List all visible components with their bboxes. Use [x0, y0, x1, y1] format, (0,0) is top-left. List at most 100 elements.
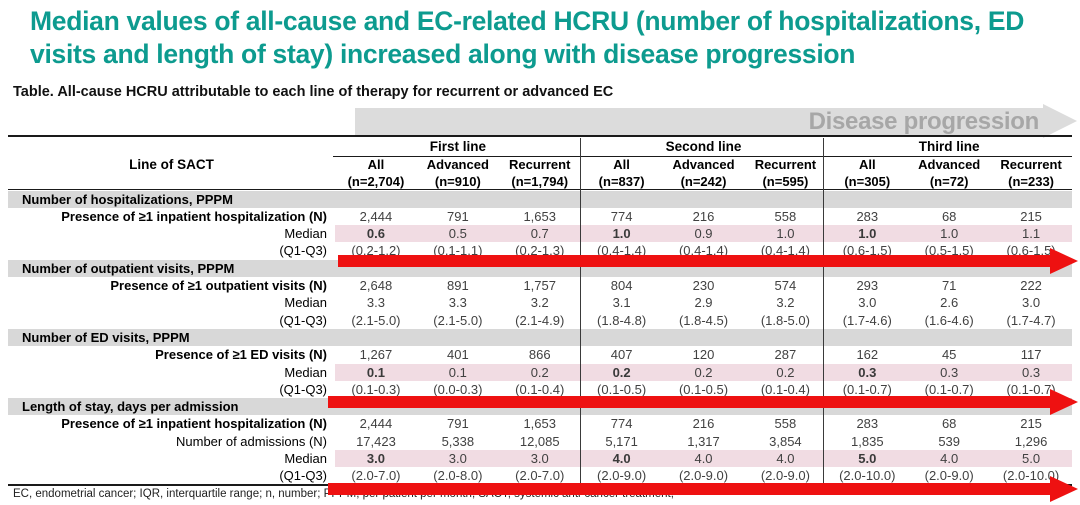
cell-value: 3.2 [530, 295, 549, 311]
cell-value: 0.3 [826, 363, 909, 381]
disease-progression-label: Disease progression [808, 108, 1040, 135]
cell-value: 2,444 [359, 416, 393, 432]
cell-value: 0.1 [416, 363, 499, 381]
cell-value: (0.5-1.5) [924, 243, 974, 259]
cell-value: 215 [1020, 208, 1042, 224]
label-spacer [8, 156, 335, 173]
cell-value: 3.0 [1022, 295, 1041, 311]
cell-value: 5,338 [441, 433, 475, 449]
column-n-label: (n=910) [434, 174, 481, 190]
cell-value: (0.1-0.5) [597, 381, 647, 397]
cell-value: (0.4-1.4) [597, 243, 647, 259]
trend-arrow-hospitalizations [338, 255, 1052, 267]
hcru-table: First line Second line Third line All Advanc… [8, 137, 1073, 485]
cell-value: 0.2 [744, 363, 827, 381]
cell-value: 45 [941, 347, 957, 363]
trend-arrow-hospitalizations-head-icon [1050, 248, 1078, 274]
cell-value: 5,171 [605, 433, 638, 449]
cell-value: 4.0 [744, 450, 827, 468]
group-divider [823, 138, 824, 484]
row-label: Presence of ≥1 outpatient visits (N) [110, 278, 327, 294]
cell-value: 12,085 [519, 433, 560, 449]
table-row: Number of admissions (N) 17,423 5,338 12,08… [8, 433, 1072, 450]
cell-value: 17,423 [356, 433, 396, 449]
cell-value: 1,835 [851, 433, 884, 449]
column-n-label: (n=837) [598, 174, 645, 190]
cell-value: (0.6-1.5) [1006, 243, 1056, 259]
cell-value: 4.0 [662, 450, 745, 468]
cell-value: 287 [774, 347, 797, 363]
cell-value: 0.3 [990, 363, 1073, 381]
cell-value: 0.1 [335, 363, 417, 381]
row-label: Median [284, 364, 327, 380]
cell-value: 774 [610, 416, 633, 432]
cell-value: 558 [774, 416, 797, 432]
cell-value: (1.8-5.0) [760, 312, 810, 328]
cell-value: 1,653 [523, 416, 556, 432]
table-row: Presence of ≥1 outpatient visits (N) 2,64… [8, 277, 1072, 294]
cell-value: 162 [856, 347, 879, 363]
row-label: (Q1-Q3) [279, 243, 327, 259]
row-label: Presence of ≥1 ED visits (N) [155, 347, 327, 363]
cell-value: 1,296 [1014, 433, 1048, 449]
cell-value: 3.0 [858, 295, 877, 311]
cell-value: 791 [446, 416, 469, 432]
column-n-label: (n=595) [762, 174, 809, 190]
trend-arrow-length-of-stay-head-icon [1050, 476, 1078, 502]
cell-value: (0.1-0.4) [760, 381, 810, 397]
cell-value: 0.9 [662, 225, 745, 243]
column-n-label: (n=2,704) [347, 174, 405, 190]
cell-value: (2.0-9.0) [760, 468, 810, 484]
cell-value: (0.4-1.4) [760, 243, 810, 259]
table-row: (Q1-Q3) (0.2-1.2) (0.1-1.1) (0.2-1.3) (0.4-1… [8, 242, 1072, 259]
column-n-label: (n=242) [680, 174, 727, 190]
cell-value: 3.1 [612, 295, 631, 311]
column-label: Recurrent [509, 157, 571, 172]
column-label: All [367, 157, 385, 172]
table-row: (Q1-Q3) (0.1-0.3) (0.0-0.3) (0.1-0.4) (0.1-0… [8, 381, 1072, 398]
column-label: Advanced [672, 157, 735, 172]
table-row: Median 0.1 0.1 0.2 0.2 0.2 0.2 0.3 0.3 0.3 [8, 363, 1073, 381]
cell-value: 230 [692, 278, 715, 294]
cell-value: 0.2 [498, 363, 581, 381]
cell-value: 407 [610, 347, 633, 363]
cell-value: 3,854 [769, 433, 802, 449]
table-row: Presence of ≥1 inpatient hospitalization… [8, 208, 1072, 225]
cell-value: (2.0-9.0) [924, 468, 974, 484]
cell-value: 866 [528, 347, 551, 363]
disease-progression-arrow: Disease progression [355, 108, 1043, 135]
column-label: Recurrent [754, 157, 817, 172]
cell-value: (1.7-4.6) [842, 312, 892, 328]
cell-value: (0.2-1.2) [351, 243, 401, 259]
cell-value: 539 [938, 433, 961, 449]
column-label: Advanced [426, 157, 489, 172]
cell-value: (0.0-0.3) [433, 381, 483, 397]
cell-value: 1,267 [359, 347, 393, 363]
cell-value: 215 [1020, 416, 1042, 432]
label-spacer [8, 173, 335, 190]
cell-value: 5.0 [990, 450, 1073, 468]
section-header: Number of hospitalizations, PPPM [8, 190, 1072, 208]
cell-value: (0.6-1.5) [842, 243, 892, 259]
row-label: Median [284, 295, 327, 311]
cell-value: 0.2 [662, 363, 745, 381]
cell-value: 0.5 [416, 225, 499, 243]
row-label: (Q1-Q3) [279, 312, 327, 328]
cell-value: (2.1-5.0) [433, 312, 483, 328]
row-label: Median [284, 226, 327, 242]
cell-value: 1,317 [687, 433, 720, 449]
cell-value: 1.0 [580, 225, 663, 243]
cell-value: 5.0 [826, 450, 909, 468]
cell-value: 120 [692, 347, 715, 363]
cell-value: 0.3 [908, 363, 991, 381]
table-top-border [8, 135, 1072, 137]
cell-value: (0.1-0.5) [678, 381, 729, 397]
row-label: Median [284, 451, 327, 467]
cell-value: 68 [941, 208, 957, 224]
column-label: All [858, 157, 876, 172]
cell-value: 1.1 [990, 225, 1073, 243]
cell-value: 2.9 [694, 295, 713, 311]
cell-value: (1.7-4.7) [1006, 312, 1056, 328]
cell-value: 1.0 [744, 225, 827, 243]
cell-value: 3.3 [366, 295, 385, 311]
